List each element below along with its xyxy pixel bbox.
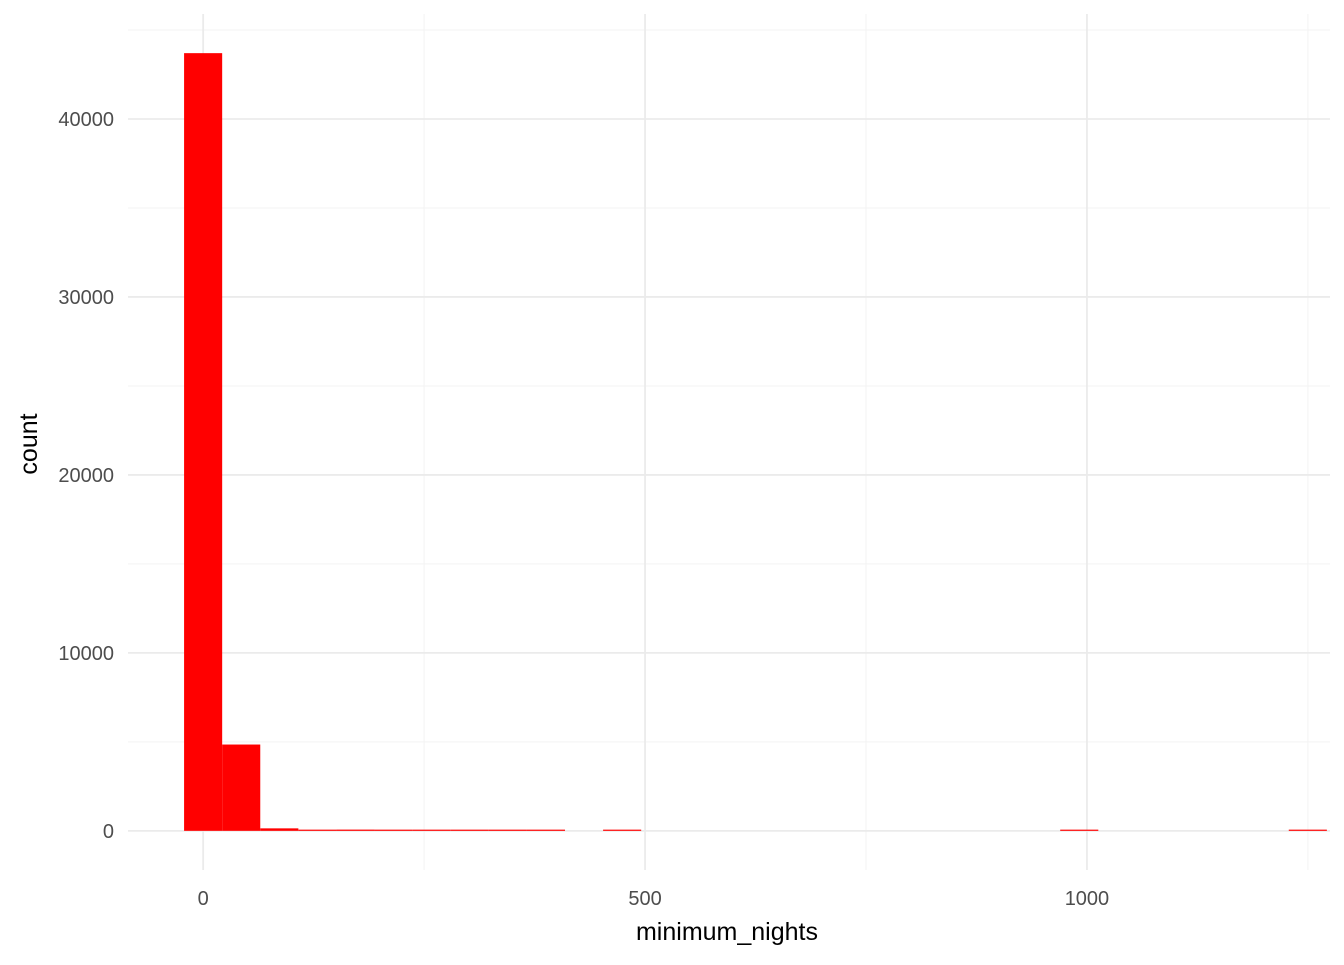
histogram-bar: [298, 829, 337, 831]
y-tick-label: 0: [103, 821, 114, 843]
histogram-bar: [260, 828, 299, 831]
histogram-bar: [1060, 829, 1099, 831]
y-axis-title: count: [15, 413, 43, 474]
x-tick-label: 0: [198, 888, 209, 910]
histogram-bar: [526, 829, 566, 831]
histogram-bar: [450, 829, 489, 831]
x-axis-tick-labels: 0 500 1000: [198, 888, 1110, 910]
x-tick-label: 1000: [1065, 888, 1110, 910]
histogram-bars: [184, 53, 1327, 831]
histogram-bar: [222, 744, 261, 831]
histogram-bar: [603, 829, 642, 831]
histogram-bar: [412, 829, 451, 831]
histogram-bar: [336, 829, 375, 831]
histogram-bar: [184, 53, 223, 831]
minor-gridlines: [128, 14, 1330, 870]
y-tick-label: 40000: [58, 109, 114, 131]
x-axis-title: minimum_nights: [636, 918, 818, 946]
x-tick-label: 500: [628, 888, 661, 910]
histogram-bar: [1288, 829, 1327, 831]
y-tick-label: 10000: [58, 643, 114, 665]
y-tick-label: 30000: [58, 287, 114, 309]
y-axis-tick-labels: 0 10000 20000 30000 40000: [58, 109, 114, 843]
y-tick-label: 20000: [58, 465, 114, 487]
histogram-bar: [374, 829, 413, 831]
histogram-bar: [488, 829, 527, 831]
